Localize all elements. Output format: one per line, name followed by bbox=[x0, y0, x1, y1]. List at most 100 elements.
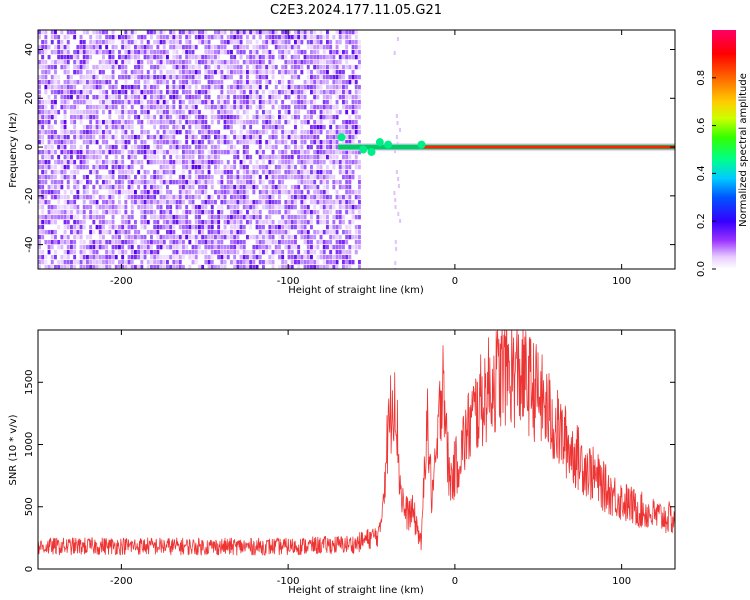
spectrogram-cell bbox=[236, 190, 240, 195]
spectrogram-cell bbox=[294, 165, 297, 170]
spectrogram-cell bbox=[342, 75, 345, 80]
spectrogram-cell bbox=[175, 200, 179, 205]
spectrogram-cell bbox=[63, 160, 67, 165]
spectrogram-cell bbox=[348, 90, 352, 95]
spectrogram-cell bbox=[156, 35, 160, 40]
spectrogram-cell bbox=[226, 90, 230, 95]
spectrogram-cell bbox=[220, 195, 224, 200]
spectrogram-cell bbox=[166, 60, 169, 65]
spectrogram-cell bbox=[332, 35, 336, 40]
spectrogram-cell bbox=[162, 150, 166, 155]
spectrogram-cell bbox=[396, 121, 399, 125]
spectrogram-cell bbox=[73, 170, 77, 175]
spectrogram-cell bbox=[121, 130, 125, 135]
spectrogram-cell bbox=[354, 80, 358, 85]
spectrogram-cell bbox=[185, 175, 189, 180]
spectrogram-cell bbox=[175, 160, 179, 165]
spectrogram-cell bbox=[121, 110, 125, 115]
spectrogram-cell bbox=[322, 210, 326, 215]
spectrogram-cell bbox=[73, 130, 77, 135]
spectrogram-cell bbox=[354, 125, 358, 130]
spectrogram-cell bbox=[220, 190, 224, 195]
spectrogram-cell bbox=[169, 145, 173, 150]
spectrogram-cell bbox=[79, 90, 83, 95]
spectrogram-cell bbox=[198, 30, 201, 35]
spectrogram-cell bbox=[41, 160, 45, 165]
spectrogram-cell bbox=[342, 260, 345, 265]
spectrogram-cell bbox=[397, 212, 400, 216]
spectrogram-cell bbox=[223, 100, 227, 105]
spectrogram-cell bbox=[316, 55, 320, 60]
spectrogram-cell bbox=[169, 40, 173, 45]
spectrogram-cell bbox=[50, 180, 54, 185]
spectrogram-cell bbox=[102, 65, 105, 70]
spectrogram-cell bbox=[242, 180, 246, 185]
spectrogram-cell bbox=[57, 215, 61, 220]
spectrogram-cell bbox=[118, 235, 121, 240]
spectrogram-cell bbox=[316, 75, 320, 80]
spectrogram-cell bbox=[338, 170, 342, 175]
spectrogram-cell bbox=[284, 110, 288, 115]
spectrogram-cell bbox=[54, 90, 57, 95]
spectrogram-cell bbox=[300, 170, 304, 175]
spectrogram-cell bbox=[89, 230, 93, 235]
spectrogram-cell bbox=[140, 110, 144, 115]
spectrogram-cell bbox=[354, 75, 358, 80]
spectrogram-cell bbox=[198, 235, 201, 240]
spectrogram-cell bbox=[294, 40, 297, 45]
spectrogram-cell bbox=[111, 150, 115, 155]
spectrogram-cell bbox=[268, 60, 272, 65]
spectrogram-cell bbox=[319, 145, 323, 150]
spectrogram-cell bbox=[236, 100, 240, 105]
spectrogram-cell bbox=[281, 100, 285, 105]
spectrogram-cell bbox=[338, 75, 342, 80]
spectrogram-cell bbox=[287, 195, 291, 200]
spectrogram-cell bbox=[124, 165, 128, 170]
spectrogram-cell bbox=[281, 55, 285, 60]
spectrogram-cell bbox=[358, 200, 361, 205]
spectrogram-cell bbox=[169, 70, 173, 75]
spectrogram-cell bbox=[319, 70, 323, 75]
spectrogram-cell bbox=[306, 85, 310, 90]
spectrogram-cell bbox=[82, 160, 86, 165]
spectrogram-cell bbox=[102, 120, 105, 125]
spectrogram-cell bbox=[178, 120, 182, 125]
spectrogram-cell bbox=[294, 170, 297, 175]
spectrogram-cell bbox=[281, 220, 285, 225]
spectrogram-cell bbox=[207, 70, 211, 75]
spectrogram-cell bbox=[82, 265, 86, 269]
spectrogram-cell bbox=[60, 30, 64, 35]
spectrogram-cell bbox=[130, 40, 134, 45]
spectrogram-cell bbox=[118, 170, 121, 175]
spectrogram-cell bbox=[265, 65, 269, 70]
spectrogram-cell bbox=[351, 30, 355, 35]
spectrogram-cell bbox=[348, 150, 352, 155]
spectrogram-cell bbox=[262, 60, 265, 65]
spectrogram-cell bbox=[130, 85, 134, 90]
spectrogram-cell bbox=[44, 160, 48, 165]
spectrogram-cell bbox=[290, 175, 294, 180]
spectrogram-cell bbox=[95, 210, 99, 215]
spectrogram-cell bbox=[70, 210, 73, 215]
spectrogram-cell bbox=[223, 265, 227, 269]
spectrogram-cell bbox=[252, 245, 256, 250]
spectrogram-cell bbox=[342, 175, 345, 180]
spectrogram-cell bbox=[102, 40, 105, 45]
spectrogram-cell bbox=[134, 250, 137, 255]
spectrogram-cell bbox=[188, 210, 192, 215]
spectrogram-cell bbox=[233, 80, 237, 85]
spectrogram-cell bbox=[351, 235, 355, 240]
spectrogram-cell bbox=[297, 145, 301, 150]
spectrogram-cell bbox=[239, 210, 243, 215]
spectrogram-cell bbox=[223, 75, 227, 80]
spectrogram-cell bbox=[178, 70, 182, 75]
spectrogram-cell bbox=[82, 130, 86, 135]
spectrogram-cell bbox=[70, 160, 73, 165]
spectrogram-cell bbox=[214, 160, 217, 165]
spectrogram-cell bbox=[66, 75, 70, 80]
spectrogram-cell bbox=[297, 230, 301, 235]
spectrogram-cell bbox=[278, 105, 281, 110]
spectrogram-cell bbox=[76, 80, 80, 85]
spectrogram-cell bbox=[153, 250, 157, 255]
